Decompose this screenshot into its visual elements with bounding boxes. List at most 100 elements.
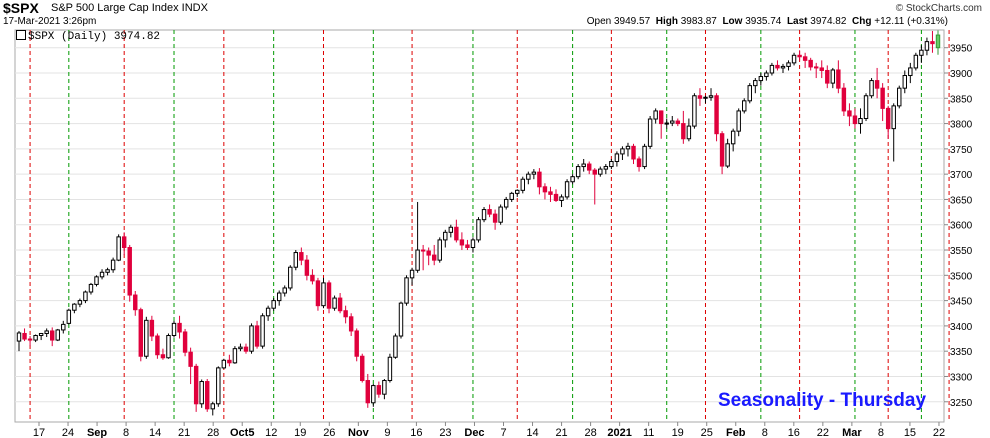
candle-body xyxy=(880,87,885,109)
x-tick-label: 8 xyxy=(878,427,884,438)
candle-body xyxy=(625,145,631,150)
candle-body xyxy=(503,198,509,208)
candle-body xyxy=(16,332,22,342)
candle-body xyxy=(719,133,725,167)
candle-body xyxy=(354,330,359,357)
candle-body xyxy=(742,100,747,112)
y-tick-label: 3550 xyxy=(950,246,973,257)
candle-body xyxy=(537,171,542,188)
candle-body xyxy=(708,95,714,98)
candle-body xyxy=(265,307,271,317)
candle-body xyxy=(288,266,293,289)
candle-body xyxy=(553,193,559,201)
candle-body xyxy=(310,274,315,282)
x-tick-label: 2021 xyxy=(607,427,631,438)
candle-body xyxy=(764,72,769,78)
y-tick-label: 3300 xyxy=(950,372,973,383)
candle-body xyxy=(171,322,177,337)
candle-body xyxy=(365,380,370,404)
candle-body xyxy=(254,325,260,347)
candle-body xyxy=(681,123,686,140)
candle-body xyxy=(780,65,786,69)
chart-date: 17-Mar-2021 3:26pm xyxy=(3,16,97,27)
candle-body xyxy=(841,87,847,112)
candle-body xyxy=(885,107,891,130)
candle-body xyxy=(27,338,33,341)
x-tick-label: Dec xyxy=(464,427,484,438)
x-tick-label: 16 xyxy=(410,427,422,438)
x-tick-label: 11 xyxy=(643,427,654,438)
y-tick-label: 3850 xyxy=(950,94,973,105)
ticker-symbol: $SPX xyxy=(3,0,39,16)
candle-body xyxy=(121,236,127,248)
x-tick-label: 12 xyxy=(265,427,277,438)
open-value: 3949.57 xyxy=(614,16,651,27)
candle-body xyxy=(260,315,265,347)
x-tick-label: 26 xyxy=(323,427,335,438)
candle-body xyxy=(481,209,487,221)
candle-body xyxy=(813,66,819,69)
candle-body xyxy=(620,148,625,155)
x-tick-label: 21 xyxy=(178,427,190,438)
candle-body xyxy=(902,75,907,89)
candle-body xyxy=(819,67,824,71)
candle-body xyxy=(852,115,858,125)
candle-body xyxy=(382,380,387,395)
y-tick-label: 3700 xyxy=(950,170,973,181)
candle-body xyxy=(869,80,874,97)
x-tick-label: 19 xyxy=(294,427,306,438)
candle-body xyxy=(465,244,470,248)
y-tick-label: 3450 xyxy=(950,297,973,308)
candle-body xyxy=(304,259,310,276)
candle-body xyxy=(863,95,869,120)
x-tick-label: 17 xyxy=(33,427,45,438)
y-tick-label: 3750 xyxy=(950,145,973,156)
candle-body xyxy=(847,110,852,117)
legend-swatch xyxy=(16,30,26,40)
candle-body xyxy=(77,300,83,305)
candle-body xyxy=(426,250,431,256)
candle-body xyxy=(409,269,415,279)
candle-body xyxy=(155,335,160,356)
candle-body xyxy=(337,297,343,312)
candle-body xyxy=(575,166,581,178)
candle-body xyxy=(642,145,647,168)
y-tick-label: 3400 xyxy=(950,322,973,333)
candle-body xyxy=(658,110,664,125)
x-tick-label: Mar xyxy=(842,427,862,438)
last-label: Last xyxy=(786,16,808,27)
candle-body xyxy=(930,41,935,45)
candle-body xyxy=(22,332,27,340)
candle-body xyxy=(825,69,830,84)
y-tick-label: 3500 xyxy=(950,271,973,282)
candle-body xyxy=(116,236,121,261)
candle-body xyxy=(786,62,791,67)
candle-body xyxy=(664,122,669,125)
candle-body xyxy=(149,319,155,337)
x-tick-label: 28 xyxy=(584,427,596,438)
candle-body xyxy=(177,322,182,333)
y-tick-label: 3650 xyxy=(950,195,973,206)
legend-text: $SPX (Daily) 3974.82 xyxy=(28,31,161,43)
candle-body xyxy=(609,161,614,168)
candle-body xyxy=(703,96,708,99)
candle-body xyxy=(188,351,193,367)
chg-label: Chg xyxy=(852,16,872,27)
candle-body xyxy=(160,354,166,359)
candle-body xyxy=(598,168,603,175)
candle-body xyxy=(509,192,514,200)
x-tick-label: Sep xyxy=(87,427,107,438)
candle-body xyxy=(581,163,586,168)
seasonality-annotation: Seasonality - Thursday xyxy=(718,390,927,411)
candle-body xyxy=(398,302,404,337)
candle-body xyxy=(653,110,658,120)
candle-body xyxy=(520,178,526,191)
y-tick-label: 3950 xyxy=(950,44,973,55)
candle-body xyxy=(110,259,116,271)
candle-body xyxy=(66,309,72,324)
candle-body xyxy=(371,385,376,404)
candle-body xyxy=(315,280,321,307)
candle-body xyxy=(919,49,924,56)
